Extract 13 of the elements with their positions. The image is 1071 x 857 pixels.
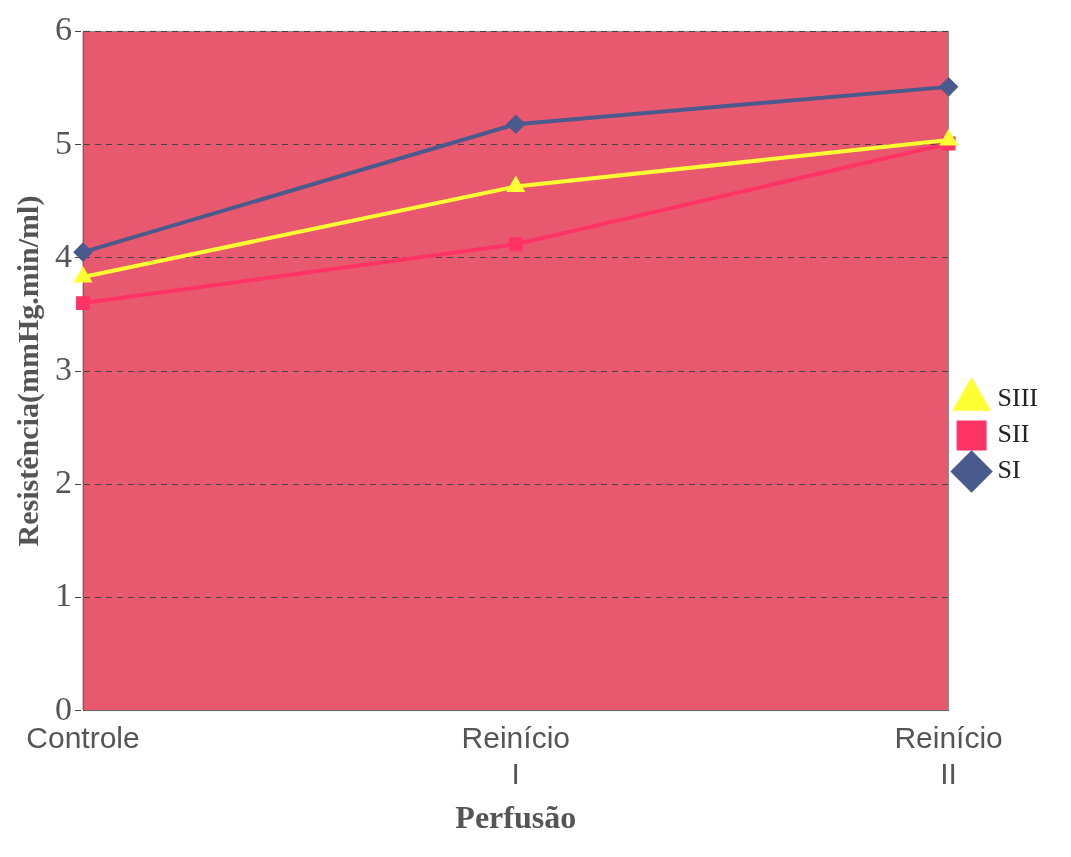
x-tick-label: Reinício II bbox=[894, 720, 1003, 790]
x-tick-label: Reinício I bbox=[461, 720, 570, 790]
legend-label: SII bbox=[997, 419, 1030, 449]
y-tick-label: 5 bbox=[55, 123, 72, 161]
y-tick-label: 3 bbox=[55, 349, 72, 387]
x-axis-title: Perfusão bbox=[455, 799, 577, 836]
y-tick-label: 6 bbox=[55, 10, 72, 48]
y-tick-label: 1 bbox=[55, 576, 72, 614]
y-axis-title: Resistência(mmHg.min/ml) bbox=[10, 195, 45, 547]
legend-label: SIII bbox=[997, 383, 1038, 413]
y-tick-label: 2 bbox=[55, 463, 72, 501]
y-tick-label: 4 bbox=[55, 236, 72, 274]
legend-label: SI bbox=[997, 455, 1021, 485]
